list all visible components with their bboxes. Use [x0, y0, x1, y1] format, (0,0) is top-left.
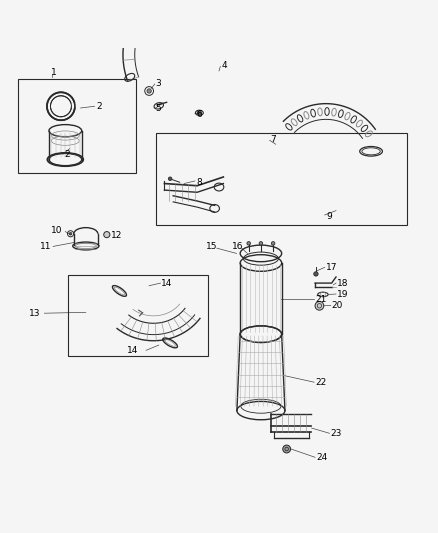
Text: 9: 9: [326, 212, 332, 221]
Text: 16: 16: [232, 243, 244, 252]
Circle shape: [69, 232, 72, 235]
Text: 19: 19: [337, 289, 348, 298]
Text: 7: 7: [271, 134, 276, 143]
Circle shape: [315, 302, 324, 310]
Text: 6: 6: [196, 110, 202, 119]
Text: 17: 17: [326, 263, 337, 272]
Text: 3: 3: [155, 79, 162, 87]
Circle shape: [272, 241, 275, 245]
Circle shape: [197, 111, 201, 115]
Circle shape: [168, 177, 172, 181]
Text: 4: 4: [221, 61, 227, 70]
Text: 14: 14: [161, 279, 173, 288]
Text: 24: 24: [316, 453, 327, 462]
Text: 2: 2: [64, 150, 70, 159]
Text: 14: 14: [127, 346, 139, 355]
Circle shape: [247, 241, 251, 245]
Bar: [18, 79, 136, 173]
Text: 1: 1: [51, 68, 57, 77]
Text: 8: 8: [196, 177, 202, 187]
Text: 5: 5: [155, 104, 162, 113]
Circle shape: [259, 241, 263, 245]
Text: 18: 18: [337, 279, 348, 288]
Circle shape: [283, 445, 290, 453]
Circle shape: [104, 231, 110, 238]
Text: 22: 22: [315, 378, 326, 387]
Text: 20: 20: [332, 301, 343, 310]
Circle shape: [147, 89, 151, 93]
Text: 11: 11: [40, 242, 52, 251]
Text: 21: 21: [315, 295, 326, 304]
Circle shape: [314, 272, 318, 276]
Text: 23: 23: [330, 429, 342, 438]
Text: 10: 10: [51, 226, 62, 235]
Text: 2: 2: [96, 102, 102, 111]
Text: 12: 12: [111, 231, 122, 240]
Text: 13: 13: [29, 309, 41, 318]
Text: 15: 15: [206, 243, 217, 252]
Bar: [155, 133, 407, 225]
Bar: [68, 275, 208, 356]
